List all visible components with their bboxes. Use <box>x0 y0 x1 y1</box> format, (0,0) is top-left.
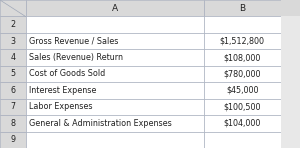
Text: General & Administration Expenses: General & Administration Expenses <box>29 119 172 128</box>
Text: $45,000: $45,000 <box>226 86 259 95</box>
Bar <box>26 0 204 16</box>
Bar <box>26 16 204 33</box>
Bar <box>26 66 204 82</box>
Text: 3: 3 <box>10 37 15 46</box>
Bar <box>204 16 280 33</box>
Bar <box>0 66 26 82</box>
Text: 2: 2 <box>10 20 15 29</box>
Bar <box>26 49 204 66</box>
Bar <box>26 115 204 132</box>
Text: $780,000: $780,000 <box>224 70 261 78</box>
Bar <box>204 115 280 132</box>
Bar <box>280 115 300 132</box>
Text: 8: 8 <box>10 119 15 128</box>
Bar <box>26 33 204 49</box>
Bar <box>204 132 280 148</box>
Text: 6: 6 <box>10 86 15 95</box>
Text: 7: 7 <box>10 102 15 111</box>
Bar <box>0 99 26 115</box>
Bar <box>0 33 26 49</box>
Bar <box>0 16 26 33</box>
Text: 5: 5 <box>10 70 15 78</box>
Bar <box>0 132 26 148</box>
Text: Gross Revenue / Sales: Gross Revenue / Sales <box>29 37 118 46</box>
Bar <box>204 99 280 115</box>
Bar <box>204 82 280 99</box>
Bar <box>0 0 26 16</box>
Bar <box>26 132 204 148</box>
Text: B: B <box>239 4 245 13</box>
Bar <box>204 66 280 82</box>
Text: 9: 9 <box>10 135 15 144</box>
Bar <box>280 49 300 66</box>
Text: $104,000: $104,000 <box>224 119 261 128</box>
Bar <box>204 0 280 16</box>
Bar <box>280 16 300 33</box>
Bar <box>204 33 280 49</box>
Text: Labor Expenses: Labor Expenses <box>29 102 93 111</box>
Bar <box>280 132 300 148</box>
Text: 4: 4 <box>10 53 15 62</box>
Bar <box>280 66 300 82</box>
Text: Interest Expense: Interest Expense <box>29 86 97 95</box>
Bar <box>280 99 300 115</box>
Bar <box>0 82 26 99</box>
Text: Sales (Revenue) Return: Sales (Revenue) Return <box>29 53 123 62</box>
Bar <box>280 0 300 16</box>
Bar <box>204 49 280 66</box>
Bar <box>0 115 26 132</box>
Text: Cost of Goods Sold: Cost of Goods Sold <box>29 70 105 78</box>
Bar <box>0 49 26 66</box>
Bar <box>280 82 300 99</box>
Text: $100,500: $100,500 <box>224 102 261 111</box>
Bar <box>26 82 204 99</box>
Text: $108,000: $108,000 <box>224 53 261 62</box>
Text: $1,512,800: $1,512,800 <box>220 37 265 46</box>
Text: A: A <box>112 4 118 13</box>
Bar <box>280 33 300 49</box>
Bar <box>26 99 204 115</box>
